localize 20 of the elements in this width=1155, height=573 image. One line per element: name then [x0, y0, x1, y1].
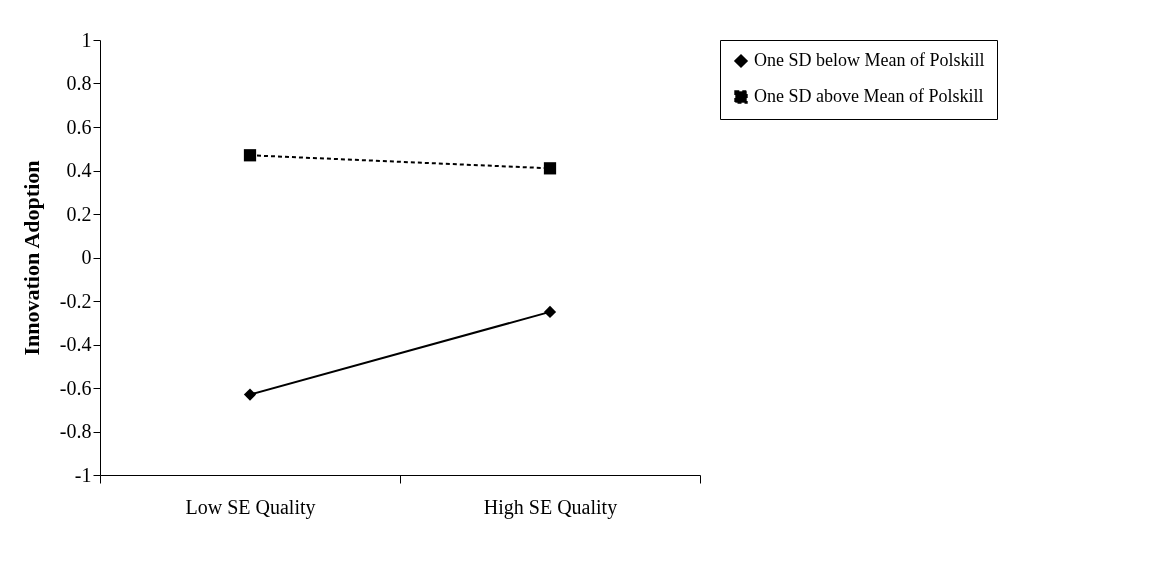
y-tick-label: 0.8 [66, 72, 92, 94]
y-tick-label: -0.8 [59, 420, 92, 442]
y-axis-title: Innovation Adoption [18, 160, 44, 356]
y-tick-label: 0.6 [66, 115, 92, 138]
y-tick-label: 0.2 [66, 202, 92, 225]
legend-label: One SD below Mean of Polskill [754, 50, 985, 70]
y-tick-label: 0.4 [66, 159, 92, 181]
y-tick-label: -0.6 [59, 376, 92, 399]
y-tick-label: -0.2 [59, 289, 92, 312]
point [243, 388, 257, 401]
y-tick-label: 0 [81, 246, 92, 268]
y-tick-label: -1 [74, 463, 92, 486]
y-tick-label: -0.4 [59, 333, 92, 355]
point [243, 149, 257, 162]
x-tick-label: Low SE Quality [185, 495, 316, 519]
y-tick-label: 1 [81, 28, 92, 51]
legend-label: One SD above Mean of Polskill [754, 86, 984, 106]
point [543, 305, 557, 318]
x-tick-label: High SE Quality [483, 495, 618, 519]
point [543, 162, 557, 175]
